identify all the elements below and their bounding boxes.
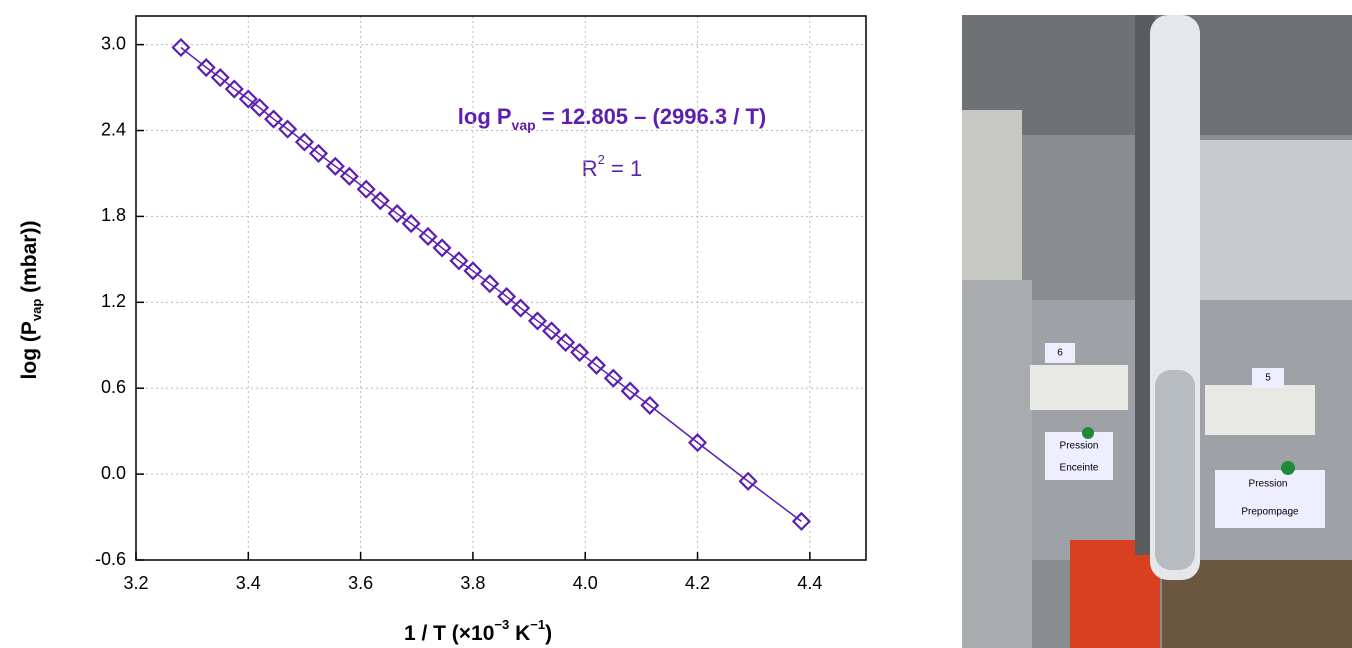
x-tick-label: 4.4 xyxy=(797,573,822,593)
marker xyxy=(480,274,500,294)
marker xyxy=(249,98,270,118)
led xyxy=(1082,427,1094,439)
gauge-6 xyxy=(1030,365,1128,410)
marker xyxy=(541,321,562,341)
marker xyxy=(463,261,483,281)
r2-sup: 2 xyxy=(598,152,605,167)
label-box-6 xyxy=(1045,432,1113,480)
photo-label: Pression xyxy=(1060,441,1099,452)
y-tick-label: 2.4 xyxy=(101,119,126,139)
x-tick-label: 3.6 xyxy=(348,573,373,593)
eq-main: log P xyxy=(458,104,512,129)
x-tick-label: 3.8 xyxy=(460,573,485,593)
y-label-main: log (P xyxy=(18,321,41,379)
led xyxy=(1281,461,1295,475)
marker xyxy=(278,119,298,139)
marker xyxy=(418,226,438,247)
r-squared: R2 = 1 xyxy=(582,152,642,180)
gauge-5 xyxy=(1205,385,1315,435)
y-label-end: (mbar)) xyxy=(18,221,41,299)
marker xyxy=(370,191,390,211)
y-tick-label: 1.8 xyxy=(101,205,126,225)
marker xyxy=(401,214,421,234)
marker xyxy=(356,179,376,199)
x-tick-label: 3.4 xyxy=(236,573,261,593)
cylinder xyxy=(962,280,1032,648)
equation: log Pvap = 12.805 – (2996.3 / T) xyxy=(458,104,766,133)
x-tick-label: 4.0 xyxy=(573,573,598,593)
y-label-sub: vap xyxy=(29,299,44,321)
y-tick-label: -0.6 xyxy=(95,549,126,569)
photo xyxy=(962,15,1352,648)
tag-5 xyxy=(1252,368,1284,388)
marker xyxy=(432,238,452,258)
tube-bottom xyxy=(1155,370,1195,570)
marker xyxy=(527,311,548,331)
eq-sub: vap xyxy=(512,117,536,133)
photo-label: 5 xyxy=(1265,373,1271,384)
marker xyxy=(325,156,345,176)
marker xyxy=(308,143,329,163)
marker xyxy=(339,166,359,186)
marker xyxy=(294,132,315,152)
x-label-sup: −1 xyxy=(530,617,545,632)
marker xyxy=(620,381,640,401)
x-label-end: ) xyxy=(545,622,552,645)
marker xyxy=(196,57,216,78)
marker xyxy=(586,355,607,375)
photo-label: Pression xyxy=(1249,479,1288,490)
marker xyxy=(449,251,469,271)
marker xyxy=(210,68,230,88)
marker xyxy=(556,332,576,352)
marker xyxy=(603,368,623,388)
marker xyxy=(570,342,590,362)
y-tick-label: 3.0 xyxy=(101,33,126,53)
y-tick-label: 1.2 xyxy=(101,291,126,311)
tag-6 xyxy=(1045,343,1075,363)
plot-frame xyxy=(135,15,867,561)
y-tick-label: 0.0 xyxy=(101,463,126,483)
foil xyxy=(962,110,1022,280)
marker xyxy=(738,471,758,491)
photo-label: 6 xyxy=(1057,348,1063,359)
marker xyxy=(224,79,244,99)
marker xyxy=(387,204,407,224)
marker xyxy=(640,395,660,415)
marker xyxy=(171,37,191,58)
marker xyxy=(238,89,258,109)
x-label-sup: −3 xyxy=(494,617,509,632)
marker xyxy=(687,433,708,453)
y-tick-label: 0.6 xyxy=(101,377,126,397)
x-axis-label: 1 / T (×10−3 K−1) xyxy=(404,617,552,644)
series-line xyxy=(180,46,802,522)
eq-end: = 12.805 – (2996.3 / T) xyxy=(536,104,767,129)
x-label-main: 1 / T (×10 xyxy=(404,622,494,645)
marker xyxy=(497,287,517,307)
marker xyxy=(511,298,531,318)
marker xyxy=(264,109,284,129)
x-label-mid: K xyxy=(509,622,530,645)
photo-label: Enceinte xyxy=(1060,463,1099,474)
y-axis-label: log (Pvap (mbar)) xyxy=(18,221,45,380)
r2-main: R xyxy=(582,156,598,181)
photo-label: Prepompage xyxy=(1241,507,1299,518)
x-tick-label: 3.2 xyxy=(123,573,148,593)
red-box xyxy=(1070,540,1160,648)
r2-end: = 1 xyxy=(605,156,642,181)
photo-labels: 6 5 Pression Enceinte Pression Prepompag… xyxy=(1057,348,1299,518)
x-tick-label: 4.2 xyxy=(685,573,710,593)
label-box-5 xyxy=(1215,470,1325,528)
marker xyxy=(791,511,811,531)
